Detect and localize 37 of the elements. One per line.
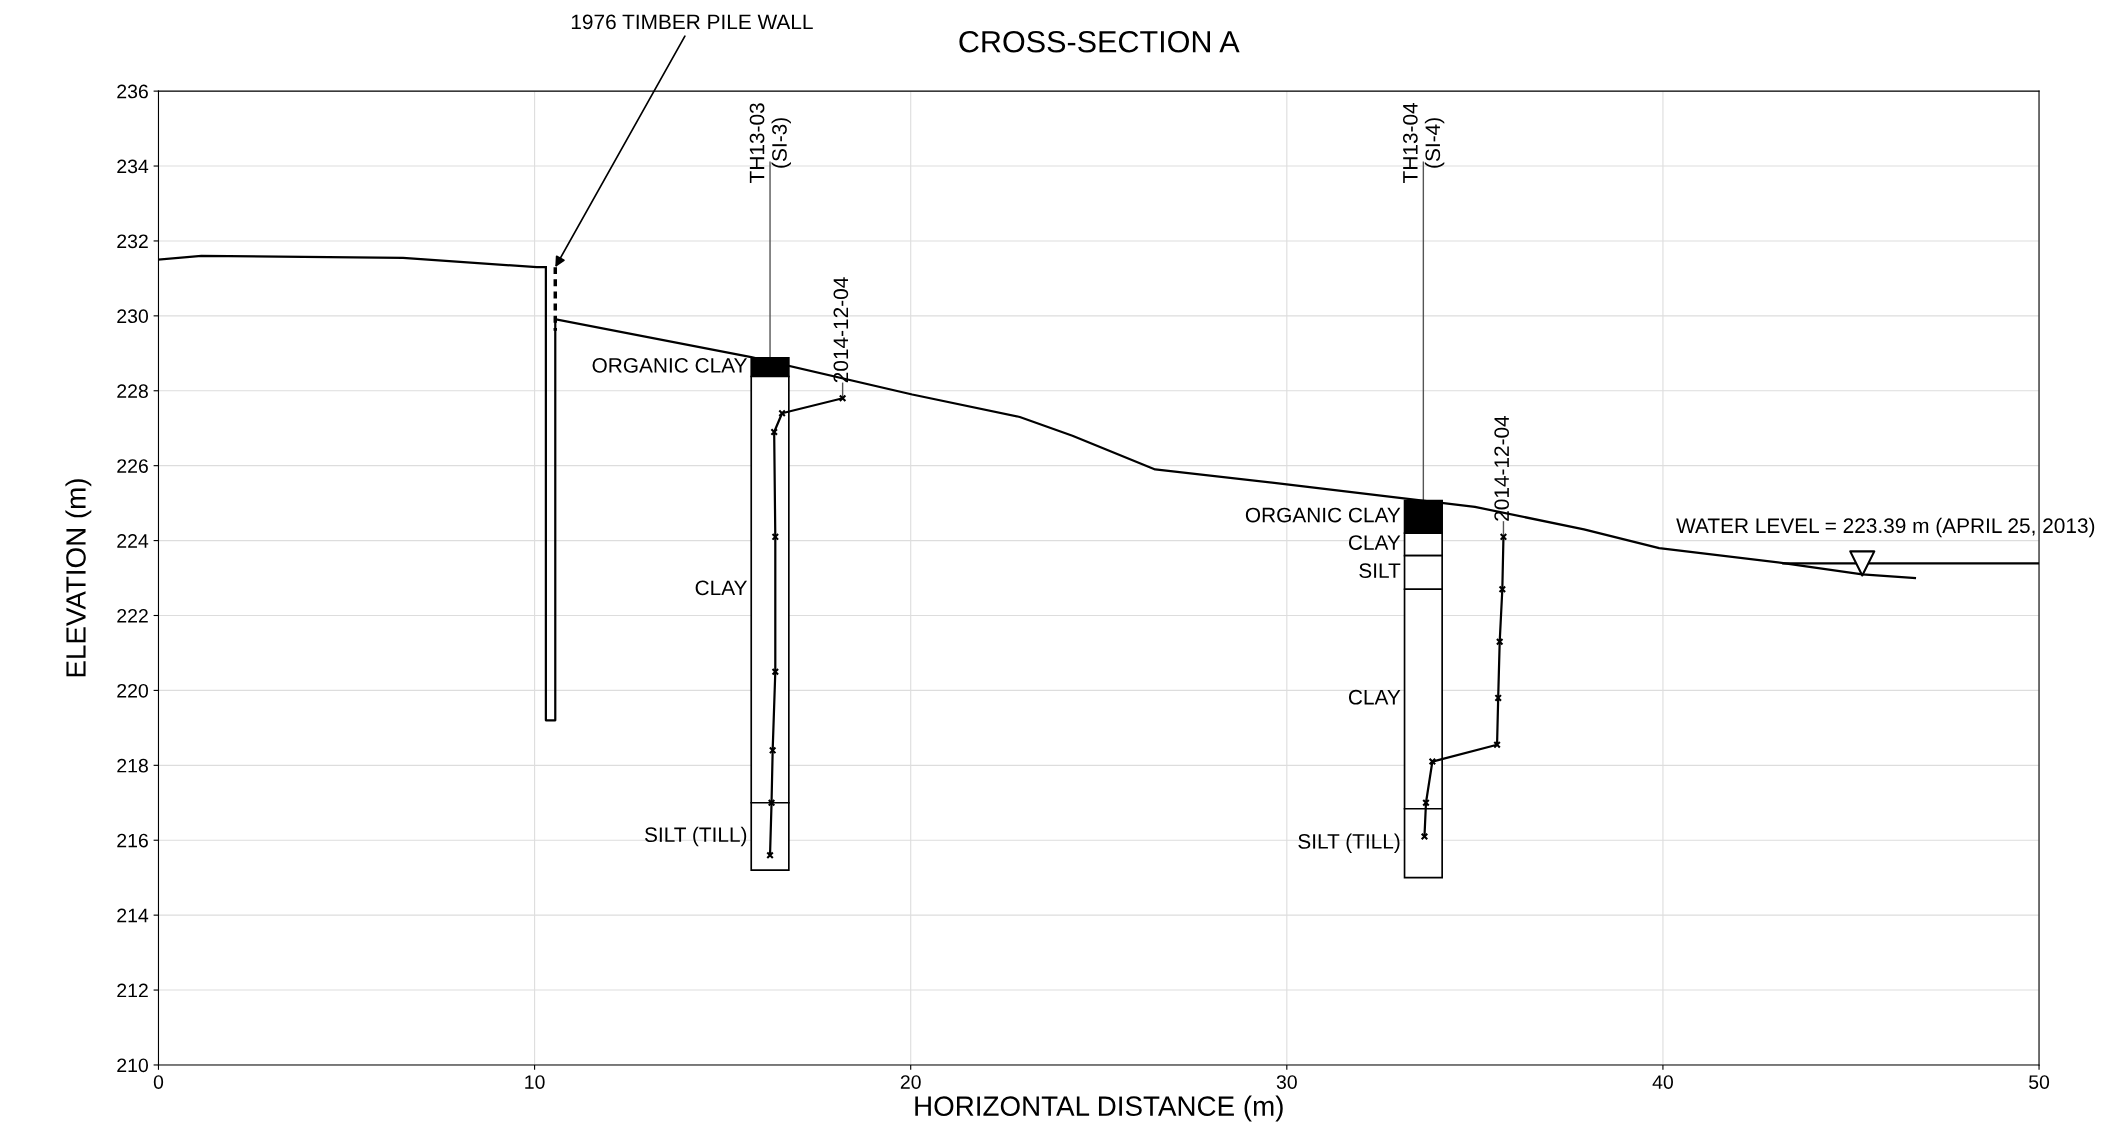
y-tick-label: 210: [117, 1058, 148, 1073]
y-tick-label: 216: [117, 833, 148, 848]
series-label: CLAY: [1348, 535, 1401, 550]
x-axis-title: HORIZONTAL DISTANCE (m): [915, 1095, 1283, 1122]
x-tick-label: 20: [900, 1075, 921, 1089]
annotation: WATER LEVEL = 223.39 m (APRIL 25, 2013): [1676, 517, 2095, 538]
annotation: TH13-03 (SI-3): [749, 103, 791, 183]
x-tick-label: 50: [2029, 1075, 2050, 1089]
y-tick-label: 230: [117, 309, 148, 324]
series-label: ORGANIC CLAY: [1245, 507, 1401, 523]
y-tick-label: 218: [117, 758, 148, 773]
chart-title: CROSS-SECTION A: [959, 30, 1240, 53]
y-tick-label: 212: [117, 983, 148, 998]
y-tick-label: 228: [117, 384, 148, 398]
y-tick-label: 214: [117, 908, 149, 923]
y-tick-label: 226: [117, 459, 148, 473]
series-label: CLAY: [695, 580, 748, 596]
series-label: SILT (TILL): [644, 826, 747, 847]
series-label: CLAY: [1348, 689, 1401, 705]
annotation: TH13-04 (SI-4): [1402, 102, 1445, 183]
y-tick-label: 232: [117, 234, 148, 249]
y-tick-label: 234: [117, 159, 149, 174]
series-label: SILT: [1359, 563, 1401, 579]
annotation: 1976 TIMBER PILE WALL: [571, 14, 813, 30]
y-tick-label: 236: [117, 84, 148, 99]
y-tick-label: 222: [117, 608, 148, 623]
y-tick-label: 220: [117, 683, 148, 698]
x-tick-label: 30: [1276, 1075, 1297, 1089]
x-tick-label: 40: [1652, 1075, 1673, 1089]
y-axis-title: ELEVATION (m): [65, 479, 92, 677]
series-label: SILT (TILL): [1298, 833, 1400, 853]
x-tick-label: 0: [153, 1075, 164, 1089]
series-label: ORGANIC CLAY: [592, 358, 748, 373]
x-tick-label: 10: [525, 1075, 545, 1089]
annotation: 2014-12-04: [833, 277, 849, 383]
y-tick-label: 224: [117, 534, 149, 548]
annotation: 2014-12-04: [1494, 415, 1510, 521]
